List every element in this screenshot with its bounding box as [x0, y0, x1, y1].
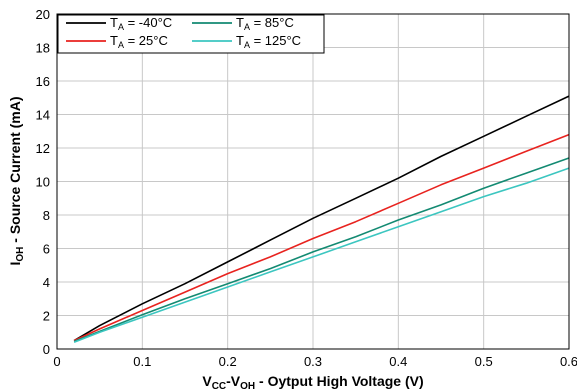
- series-line-0: [73, 95, 570, 342]
- x-tick-label: 0.6: [560, 354, 577, 369]
- y-tick-label: 14: [36, 108, 50, 123]
- legend-label-1: TA = 25°C: [110, 33, 168, 50]
- x-tick-label: 0: [53, 354, 60, 369]
- series-line-2: [73, 157, 570, 343]
- y-tick-label: 10: [36, 175, 50, 190]
- x-tick-label: 0.5: [475, 354, 493, 369]
- series-line-3: [73, 167, 570, 344]
- legend: TA = -40°CTA = 25°C TA = 85°CTA = 125°C: [57, 14, 325, 54]
- y-axis-title: IOH - Source Current (mA): [7, 96, 26, 265]
- y-tick-label: 16: [36, 74, 50, 89]
- y-tick-label: 6: [43, 242, 50, 257]
- y-tick-label: 4: [43, 275, 50, 290]
- legend-label-3: TA = 125°C: [236, 33, 301, 50]
- series-lines: [73, 95, 570, 344]
- x-tick-label: 0.4: [389, 354, 407, 369]
- legend-box: [57, 14, 325, 54]
- y-tick-label: 18: [36, 41, 50, 56]
- x-axis-ticks: 0 0.1 0.2 0.3 0.4 0.5 0.6: [53, 354, 577, 369]
- y-tick-label: 2: [43, 309, 50, 324]
- plot-frame: [56, 13, 570, 350]
- y-tick-label: 12: [36, 141, 50, 156]
- legend-label-0: TA = -40°C: [110, 15, 172, 32]
- y-tick-label: 0: [43, 342, 50, 357]
- series-line-1: [73, 133, 570, 342]
- y-tick-label: 8: [43, 208, 50, 223]
- x-tick-label: 0.1: [133, 354, 151, 369]
- x-tick-label: 0.2: [219, 354, 237, 369]
- legend-label-2: TA = 85°C: [236, 15, 294, 32]
- x-axis-title: VCC-VOH - Oytput High Voltage (V): [202, 373, 423, 391]
- y-tick-label: 20: [36, 7, 50, 22]
- y-axis-ticks: 0 2 4 6 8 10 12 14 16 18 20: [36, 7, 50, 357]
- x-tick-label: 0.3: [304, 354, 322, 369]
